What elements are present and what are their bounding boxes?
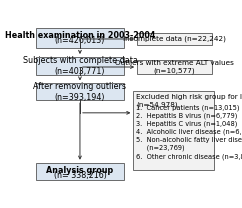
Text: Outliers with extreme ALT values
(n=10,577): Outliers with extreme ALT values (n=10,5… [115,60,234,74]
FancyBboxPatch shape [36,57,124,76]
FancyBboxPatch shape [133,91,214,170]
Text: Health examination in 2003-2004: Health examination in 2003-2004 [5,31,155,40]
Text: Analysis group: Analysis group [46,166,113,175]
Text: Subjects with complete data
(n=403,771): Subjects with complete data (n=403,771) [23,56,137,76]
FancyBboxPatch shape [36,83,124,100]
Text: After removing outliers
(n=393,194): After removing outliers (n=393,194) [33,82,127,102]
FancyBboxPatch shape [137,60,212,74]
Text: Excluded high risk group for liver disease
(n=54,978): Excluded high risk group for liver disea… [136,94,242,108]
Text: 1.  Cancer patients (n=13,015)
2.  Hepatitis B virus (n=6,779)
3.  Hepatitis C v: 1. Cancer patients (n=13,015) 2. Hepatit… [136,104,242,160]
FancyBboxPatch shape [36,28,124,48]
FancyBboxPatch shape [36,163,124,180]
Text: Incomplete data (n=22,242): Incomplete data (n=22,242) [123,36,226,42]
Text: (n=426,013): (n=426,013) [55,36,105,46]
FancyBboxPatch shape [137,33,212,45]
Text: (n= 338,216): (n= 338,216) [53,171,106,180]
